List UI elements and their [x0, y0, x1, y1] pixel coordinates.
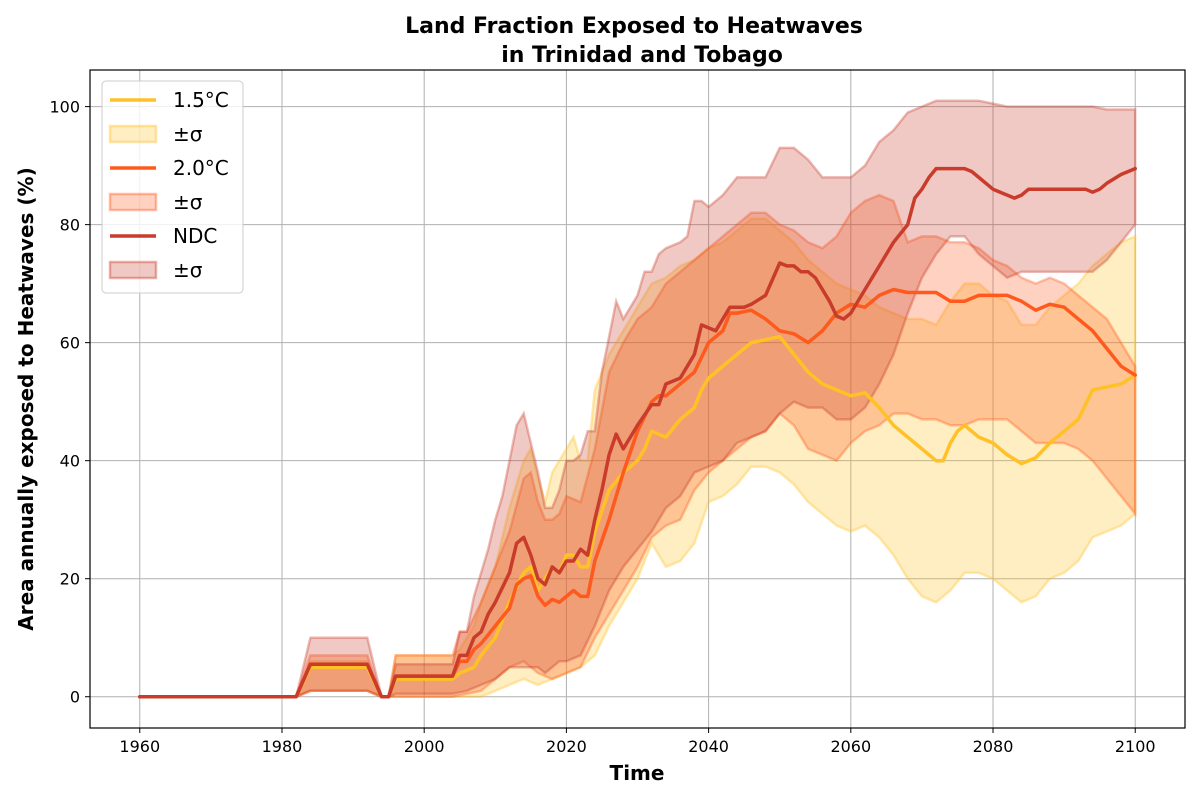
- series-lines: [138, 166, 1137, 699]
- x-tick-label: 2020: [546, 737, 587, 756]
- line-1-5-c: [138, 334, 1137, 699]
- x-tick-label: 1960: [119, 737, 160, 756]
- plot-frame: [89, 69, 1186, 729]
- line-2-0-c: [138, 287, 1137, 699]
- x-tick-label: 2000: [404, 737, 445, 756]
- y-tick-label: 40: [60, 452, 80, 471]
- band-2-0-c: [139, 193, 1137, 698]
- legend-band-swatch: [108, 260, 158, 280]
- x-tick-label: 2060: [830, 737, 871, 756]
- chart-title: Land Fraction Exposed to Heatwaves: [405, 14, 863, 39]
- x-tick-label: 1980: [262, 737, 303, 756]
- legend-band-swatch: [108, 192, 158, 212]
- x-tick-label: 2080: [973, 737, 1014, 756]
- x-tick-label: 2100: [1115, 737, 1156, 756]
- legend-box: [101, 80, 244, 294]
- legend-label: ±σ: [173, 258, 203, 282]
- y-tick-label: 100: [49, 98, 80, 117]
- line-ndc: [138, 166, 1137, 699]
- y-tick-label: 80: [60, 216, 80, 235]
- x-tick-label: 2040: [688, 737, 729, 756]
- legend-label: 1.5°C: [173, 88, 229, 112]
- legend-label: 2.0°C: [173, 156, 229, 180]
- chart-subtitle: in Trinidad and Tobago: [501, 43, 783, 68]
- legend-band-swatch: [108, 124, 158, 144]
- legend-label: ±σ: [173, 122, 203, 146]
- y-tick-label: 0: [70, 688, 80, 707]
- x-axis-label: Time: [610, 761, 665, 785]
- band-ndc: [139, 99, 1137, 698]
- legend-label: ±σ: [173, 190, 203, 214]
- legend-label: NDC: [173, 224, 217, 248]
- x-axis-ticks: 1960 1980 2000 2020 2040 2060 2080 2100: [119, 728, 1156, 756]
- y-axis-label: Area annually exposed to Heatwaves (%): [14, 167, 38, 630]
- y-tick-label: 60: [60, 334, 80, 353]
- y-axis-ticks: 0 20 40 60 80 100: [49, 98, 90, 707]
- y-tick-label: 20: [60, 570, 80, 589]
- legend: 1.5°C ±σ 2.0°C ±σ NDC ±σ: [101, 80, 244, 294]
